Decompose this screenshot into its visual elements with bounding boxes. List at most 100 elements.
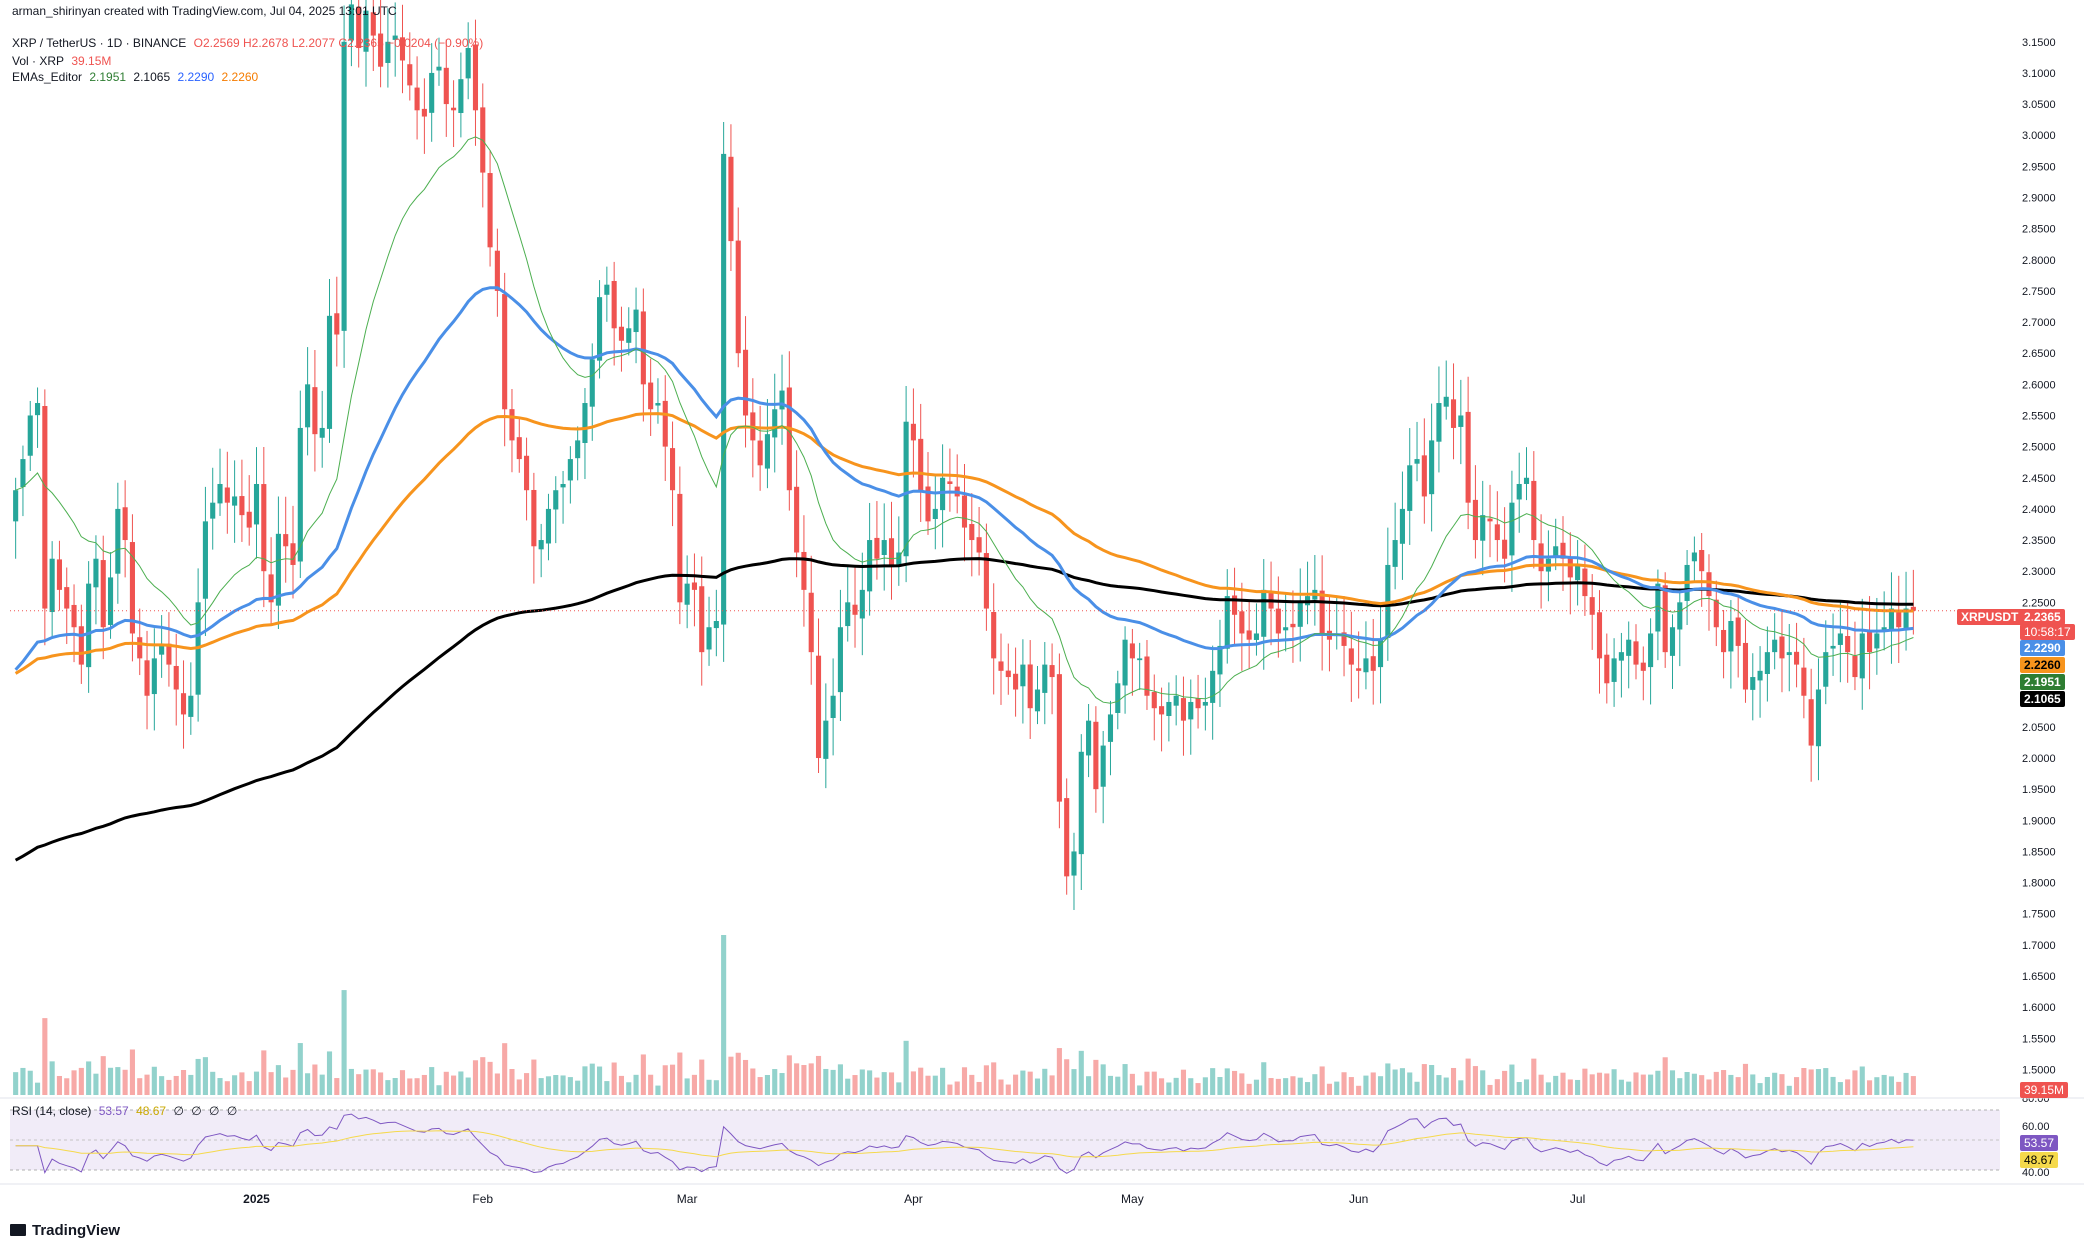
candle-body [567, 459, 573, 481]
volume-bar [903, 1040, 909, 1095]
volume-bar [210, 1071, 216, 1095]
volume-bar [1516, 1082, 1522, 1095]
volume-bar [1589, 1074, 1595, 1095]
candle-body [275, 533, 281, 606]
volume-bar [100, 1056, 106, 1095]
volume-bar [1830, 1076, 1836, 1095]
candle-body [1377, 639, 1384, 668]
candle-body [122, 507, 128, 541]
countdown-badge: 10:58:17 [2020, 624, 2075, 640]
volume-bar [115, 1067, 121, 1095]
price-tick-label: 3.1500 [2022, 37, 2056, 49]
volume-bar [830, 1069, 836, 1095]
volume-bar [1801, 1068, 1807, 1095]
volume-bar [896, 1082, 902, 1095]
ema-green-badge: 2.1951 [2020, 674, 2065, 690]
volume-bar [669, 1064, 676, 1095]
candle-body [713, 621, 719, 629]
volume-bar [1808, 1069, 1814, 1095]
volume-bar [1677, 1078, 1683, 1095]
candle-body [1465, 411, 1471, 503]
ema-orange-line [14, 412, 1914, 675]
volume-bar [1064, 1059, 1070, 1095]
candle-body [888, 538, 895, 565]
candle-body [1662, 585, 1668, 653]
candle-body [1502, 539, 1508, 559]
volume-bar [1480, 1070, 1486, 1095]
candle-body [261, 484, 267, 572]
volume-legend[interactable]: Vol · XRP 39.15M [12, 54, 115, 68]
volume-bar [348, 1068, 354, 1095]
attribution-text: arman_shirinyan created with TradingView… [12, 4, 397, 18]
volume-bar [1275, 1078, 1281, 1095]
symbol-legend[interactable]: XRP / TetherUS · 1D · BINANCE O2.2569 H2… [12, 36, 487, 50]
volume-bar [458, 1071, 464, 1095]
volume-bar [1728, 1074, 1734, 1095]
volume-bar [1261, 1062, 1267, 1095]
candle-body [202, 521, 208, 599]
ema-legend[interactable]: EMAs_Editor 2.1951 2.1065 2.2290 2.2260 [12, 70, 262, 84]
volume-bar [1429, 1065, 1435, 1095]
candle-body [794, 486, 800, 553]
volume-bar [531, 1059, 537, 1095]
rsi-empty-2: ∅ [191, 1104, 202, 1118]
candle-body [1896, 612, 1902, 628]
candle-body [1910, 606, 1916, 611]
candle-body [764, 434, 770, 469]
candle-body [626, 328, 632, 343]
volume-bar [1232, 1070, 1238, 1095]
tradingview-logo[interactable]: TradingView [10, 1222, 120, 1239]
volume-bar [232, 1075, 238, 1095]
price-tick-label: 2.4500 [2022, 473, 2056, 485]
volume-bar [392, 1078, 398, 1095]
volume-bar [1764, 1076, 1770, 1095]
volume-bar [1137, 1085, 1143, 1095]
price-tick-label: 2.7000 [2022, 317, 2056, 329]
candle-body [312, 387, 318, 435]
volume-bar [888, 1072, 895, 1095]
volume-bar [78, 1067, 84, 1095]
candle-body [1764, 652, 1770, 674]
candle-body [385, 41, 391, 63]
volume-bar [1086, 1076, 1092, 1095]
symbol-badge: XRPUSDT [1957, 609, 2023, 625]
ema-value-blue: 2.2290 [177, 70, 215, 84]
candle-body [1837, 633, 1843, 645]
ema-blue-badge: 2.2290 [2020, 640, 2065, 656]
candle-body [144, 660, 150, 696]
volume-bar [582, 1066, 588, 1095]
candle-body [976, 537, 982, 553]
volume-bar [312, 1064, 318, 1095]
volume-bar [1385, 1063, 1391, 1095]
candle-body [407, 64, 413, 86]
price-tick-label: 2.5000 [2022, 442, 2056, 454]
volume-bar [487, 1061, 493, 1095]
volume-bar [633, 1074, 639, 1095]
candle-body [180, 693, 187, 715]
volume-bar [1173, 1077, 1179, 1095]
candle-body [618, 326, 625, 341]
candle-body [991, 611, 997, 659]
volume-bar [757, 1077, 763, 1095]
price-tick-label: 2.7500 [2022, 286, 2056, 298]
ema-value-orange: 2.2260 [221, 70, 259, 84]
volume-bar [1648, 1074, 1654, 1095]
candle-body [896, 552, 902, 567]
rsi-empty-1: ∅ [173, 1104, 184, 1118]
candle-body [1078, 751, 1084, 855]
candle-body [1107, 714, 1114, 742]
candle-body [1173, 695, 1179, 706]
candle-body [224, 487, 230, 503]
volume-bar [56, 1075, 62, 1095]
candle-body [378, 33, 384, 67]
volume-bar [334, 1078, 340, 1095]
price-tick-label: 3.0000 [2022, 130, 2056, 142]
candle-body [706, 627, 712, 650]
volume-bar [677, 1052, 683, 1095]
volume-bar [859, 1069, 865, 1095]
candle-body [1852, 655, 1858, 678]
rsi-legend[interactable]: RSI (14, close) 53.57 48.67 ∅ ∅ ∅ ∅ [12, 1104, 241, 1118]
volume-bar [326, 1051, 333, 1095]
volume-bar [881, 1072, 887, 1095]
